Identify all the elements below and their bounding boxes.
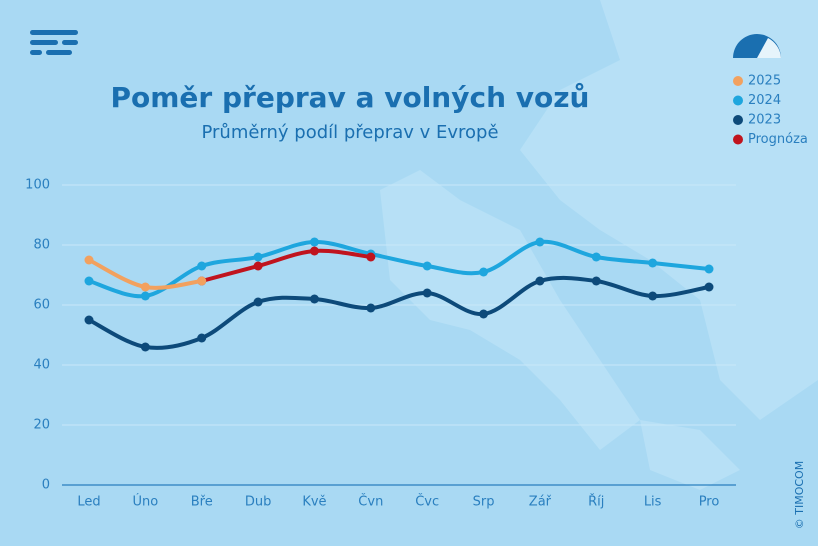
data-point: [366, 303, 376, 313]
x-tick-label: Led: [77, 495, 100, 510]
x-tick-label: Pro: [699, 495, 720, 510]
data-point: [648, 258, 658, 268]
chart-title: Poměr přeprav a volných vozů: [111, 81, 590, 114]
data-point: [309, 237, 319, 247]
data-point: [422, 261, 432, 271]
y-tick-label: 60: [33, 298, 50, 313]
data-point: [140, 342, 150, 352]
data-point: [704, 264, 714, 274]
x-tick-label: Lis: [644, 495, 662, 510]
data-point: [253, 261, 263, 271]
legend-label: 2023: [748, 113, 781, 128]
data-point: [197, 333, 207, 343]
legend-label: Prognóza: [748, 132, 808, 147]
y-tick-label: 100: [25, 178, 50, 193]
logo: [30, 30, 78, 55]
data-point: [366, 252, 376, 262]
x-tick-label: Dub: [245, 495, 272, 510]
data-point: [422, 288, 432, 298]
x-tick-label: Srp: [473, 495, 495, 510]
data-point: [535, 276, 545, 286]
x-tick-label: Bře: [191, 495, 213, 510]
gauge-icon: [733, 34, 781, 58]
x-tick-label: Kvě: [302, 495, 326, 510]
data-point: [591, 252, 601, 262]
legend-swatch: [733, 115, 743, 125]
x-tick-label: Úno: [133, 494, 159, 510]
data-point: [84, 276, 94, 286]
data-point: [253, 252, 263, 262]
legend-swatch: [733, 76, 743, 86]
y-tick-label: 80: [33, 238, 50, 253]
data-point: [479, 309, 489, 319]
data-point: [253, 297, 263, 307]
data-point: [140, 282, 150, 292]
data-point: [591, 276, 601, 286]
data-point: [648, 291, 658, 301]
copyright: © TIMOCOM: [793, 461, 806, 529]
legend-label: 2024: [748, 93, 781, 108]
y-tick-label: 40: [33, 358, 50, 373]
map-shapes: [380, 0, 818, 490]
x-tick-label: Čvc: [415, 494, 439, 510]
legend-swatch: [733, 134, 743, 145]
x-tick-label: Říj: [588, 494, 604, 510]
x-tick-label: Zář: [529, 495, 552, 510]
series-line: [199, 248, 373, 283]
legend-label: 2025: [748, 74, 781, 89]
x-tick-label: Čvn: [358, 494, 383, 510]
data-point: [197, 261, 207, 271]
chart-subtitle: Průměrný podíl přeprav v Evropě: [201, 122, 498, 143]
y-tick-label: 20: [33, 418, 50, 433]
data-point: [535, 237, 545, 247]
data-point: [479, 267, 489, 277]
data-point: [309, 294, 319, 304]
y-tick-label: 0: [42, 478, 50, 493]
data-point: [309, 246, 319, 256]
data-point: [84, 255, 94, 265]
data-point: [140, 291, 150, 301]
data-point: [84, 315, 94, 325]
data-point: [704, 282, 714, 292]
data-point: [197, 276, 207, 286]
legend-swatch: [733, 95, 743, 106]
